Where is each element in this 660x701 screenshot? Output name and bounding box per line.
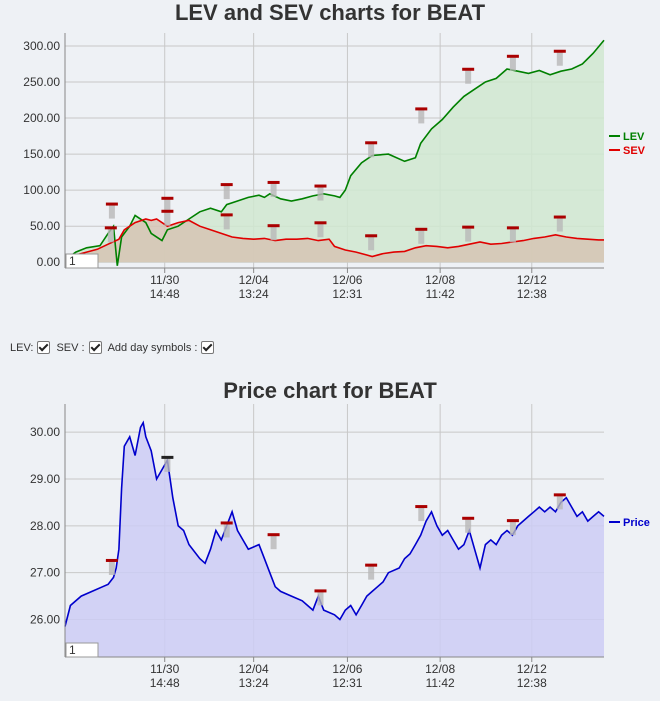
y-tick-label: 100.00 [23,183,60,197]
y-tick-label: 27.00 [30,566,60,580]
day-marker [267,180,280,197]
day-marker [267,224,280,241]
price-zoom-input[interactable]: 1 [65,642,99,658]
y-tick-label: 30.00 [30,425,60,439]
day-marker [314,221,327,238]
series-line-lev [64,39,605,266]
day-marker [314,589,327,606]
day-marker [105,202,118,219]
y-tick-label: 29.00 [30,472,60,486]
price-chart-title: Price chart for BEAT [223,378,437,403]
sev-checkbox[interactable] [88,341,102,354]
day-marker [415,107,428,124]
zoom-value: 1 [69,643,76,657]
x-tick-date: 12/06 [332,273,362,287]
day-marker [104,226,117,243]
x-tick-date: 12/08 [425,662,455,676]
day-symbols-label: Add day symbols : [107,341,198,354]
x-tick-date: 12/12 [517,273,547,287]
x-tick-date: 12/08 [425,273,455,287]
y-tick-label: 26.00 [30,613,60,627]
y-tick-label: 150.00 [23,147,60,161]
legend-label-lev: LEV [623,131,645,143]
x-tick-time: 13:24 [239,287,269,301]
day-marker [314,184,327,201]
y-tick-label: 300.00 [23,39,60,53]
day-marker [161,209,174,226]
lev-sev-chart-title: LEV and SEV charts for BEAT [174,0,486,25]
y-tick-label: 28.00 [30,519,60,533]
x-tick-time: 14:48 [150,676,180,690]
y-tick-label: 0.00 [37,255,61,269]
lev-toggle-label: LEV: [10,341,34,354]
x-tick-time: 14:48 [150,287,180,301]
y-tick-label: 50.00 [30,219,60,233]
series-area-price [65,422,604,657]
series-area-lev [65,40,604,266]
lev-checkbox[interactable] [37,341,51,354]
day-marker [462,225,475,242]
day-marker [220,213,233,230]
day-marker [365,563,378,580]
day-marker [506,54,519,71]
x-tick-time: 11:42 [426,287,455,301]
day-marker [105,558,118,575]
legend-label-sev: SEV [623,145,646,157]
day-marker [161,196,174,213]
x-tick-time: 12:31 [332,287,362,301]
day-marker [553,49,566,66]
day-marker [161,455,174,472]
x-tick-date: 12/04 [239,273,269,287]
day-marker [220,521,233,538]
day-marker [365,141,378,158]
x-tick-date: 11/30 [150,662,179,676]
chart-controls: LEV: SEV : Add day symbols : [8,341,215,354]
series-area-sev [65,219,604,263]
legend-label-price: Price [623,517,650,529]
day-marker [553,493,566,510]
day-marker [220,183,233,200]
day-marker [267,533,280,550]
x-tick-time: 11:42 [426,676,455,690]
day-marker [462,67,475,84]
day-marker [506,226,519,243]
y-tick-label: 250.00 [23,75,60,89]
x-tick-time: 12:31 [332,676,362,690]
lev-sev-chart: 0.00 50.00 100.00 150.00 200.00 250.00 300.00 1… [23,33,646,301]
day-marker [415,505,428,522]
zoom-value: 1 [69,254,76,268]
day-marker [415,227,428,244]
sev-toggle-label: SEV : [56,341,85,354]
day-marker [553,215,566,232]
x-tick-date: 12/06 [332,662,362,676]
x-tick-date: 11/30 [150,273,179,287]
x-tick-date: 12/04 [239,662,269,676]
day-symbols-checkbox[interactable] [201,341,215,354]
day-marker [365,234,378,251]
x-tick-time: 13:24 [239,676,269,690]
y-tick-label: 200.00 [23,111,60,125]
x-tick-date: 12/12 [517,662,547,676]
lev-zoom-input[interactable]: 1 [65,253,99,269]
x-tick-time: 12:38 [517,287,547,301]
x-tick-time: 12:38 [517,676,547,690]
day-marker [462,516,475,533]
series-line-price [64,420,605,627]
day-marker [506,519,519,536]
